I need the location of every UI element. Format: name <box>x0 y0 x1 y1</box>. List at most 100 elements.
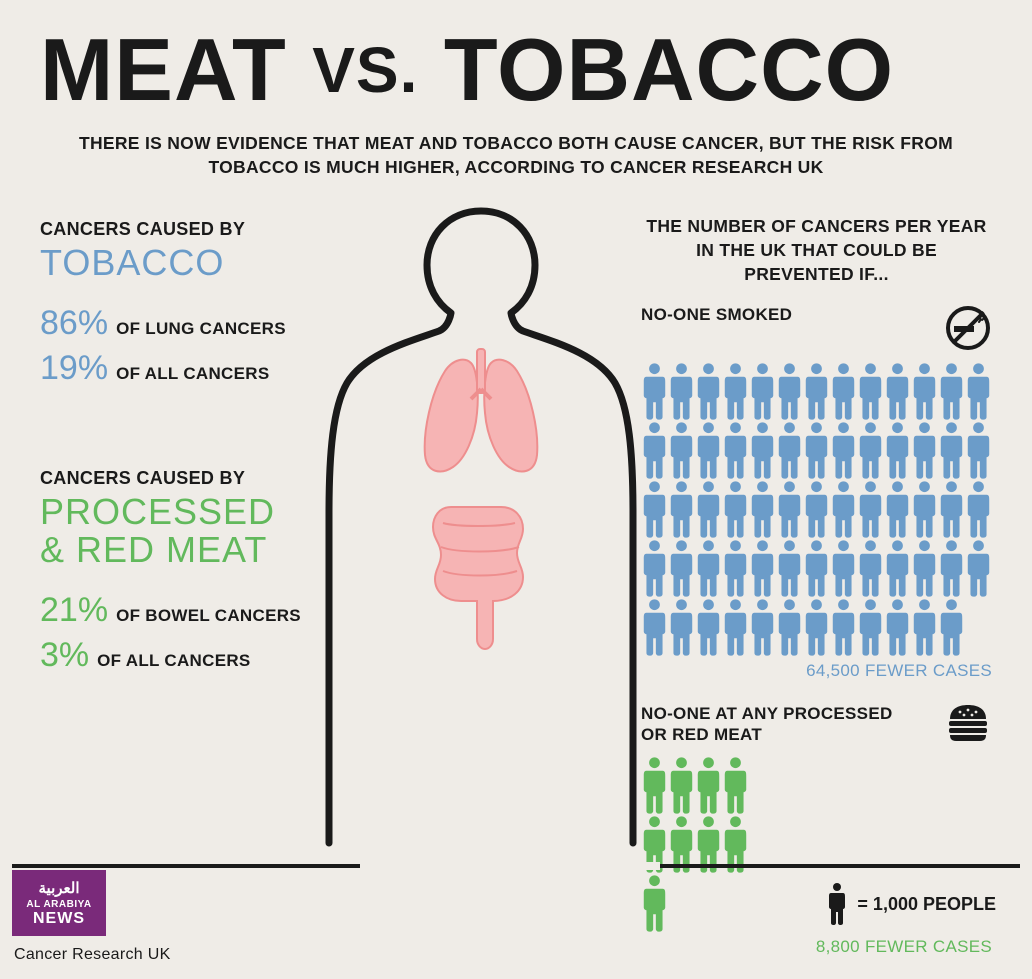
person-icon <box>749 539 776 598</box>
person-icon <box>830 539 857 598</box>
person-icon <box>722 362 749 421</box>
burger-icon <box>944 703 992 743</box>
person-icon <box>749 480 776 539</box>
no-smoking-icon <box>944 304 992 352</box>
al-arabiya-logo: العربية AL ARABIYA NEWS <box>12 870 106 936</box>
fewer-cases-label: 64,500 FEWER CASES <box>641 661 992 681</box>
tobacco-block: CANCERS CAUSED BY TOBACCO 86% OF LUNG CA… <box>40 219 322 388</box>
person-icon <box>938 421 965 480</box>
person-icon <box>668 756 695 815</box>
person-icon <box>911 598 938 657</box>
person-icon <box>911 480 938 539</box>
person-icon <box>857 598 884 657</box>
stat-label: OF ALL CANCERS <box>97 651 250 671</box>
person-icon <box>695 362 722 421</box>
person-icon <box>938 480 965 539</box>
headline-vs: VS. <box>312 34 418 106</box>
stat-label: OF LUNG CANCERS <box>116 319 286 339</box>
person-icon <box>803 480 830 539</box>
people-row <box>641 480 992 539</box>
person-icon <box>722 539 749 598</box>
person-icon <box>776 480 803 539</box>
person-icon <box>884 421 911 480</box>
person-icon <box>722 421 749 480</box>
scenario-title: NO-ONE SMOKED <box>641 304 792 325</box>
person-icon <box>803 421 830 480</box>
person-icon <box>695 421 722 480</box>
person-icon <box>830 480 857 539</box>
person-icon <box>749 421 776 480</box>
person-icon <box>695 539 722 598</box>
stat-label: OF BOWEL CANCERS <box>116 606 301 626</box>
fewer-cases-label: 8,800 FEWER CASES <box>641 937 992 957</box>
person-icon <box>965 421 992 480</box>
person-icon <box>911 362 938 421</box>
left-column: CANCERS CAUSED BY TOBACCO 86% OF LUNG CA… <box>40 209 322 956</box>
tobacco-lead: CANCERS CAUSED BY <box>40 219 322 240</box>
person-icon <box>641 874 668 933</box>
person-icon <box>776 598 803 657</box>
person-icon <box>965 480 992 539</box>
legend: = 1,000 PEOPLE <box>827 882 996 926</box>
person-icon <box>938 598 965 657</box>
people-row <box>641 362 992 421</box>
meat-lead: CANCERS CAUSED BY <box>40 468 322 489</box>
headline: MEAT VS. TOBACCO <box>40 26 992 114</box>
person-icon <box>857 421 884 480</box>
people-pictogram-grid <box>641 362 992 657</box>
person-icon <box>884 362 911 421</box>
infographic-root: MEAT VS. TOBACCO THERE IS NOW EVIDENCE T… <box>0 0 1032 979</box>
person-icon <box>857 480 884 539</box>
person-icon <box>803 539 830 598</box>
person-icon <box>776 362 803 421</box>
person-icon <box>695 480 722 539</box>
person-icon <box>830 421 857 480</box>
person-icon <box>830 362 857 421</box>
main-content: CANCERS CAUSED BY TOBACCO 86% OF LUNG CA… <box>40 209 992 956</box>
person-icon <box>722 598 749 657</box>
meat-stat-2: 3% OF ALL CANCERS <box>40 636 322 675</box>
person-icon <box>776 539 803 598</box>
person-icon <box>722 756 749 815</box>
meat-block: CANCERS CAUSED BY PROCESSED & RED MEAT 2… <box>40 468 322 675</box>
stat-value: 3% <box>40 636 89 675</box>
person-icon <box>668 421 695 480</box>
meat-title-1: PROCESSED <box>40 493 322 531</box>
person-icon <box>965 539 992 598</box>
person-icon <box>695 598 722 657</box>
scenario-title: NO-ONE AT ANY PROCESSED OR RED MEAT <box>641 703 893 746</box>
person-icon <box>938 362 965 421</box>
people-row <box>641 756 992 815</box>
person-icon <box>884 539 911 598</box>
person-icon <box>938 539 965 598</box>
right-column: THE NUMBER OF CANCERS PER YEAR IN THE UK… <box>641 209 992 956</box>
headline-word1: MEAT <box>40 20 287 119</box>
logo-arabic: العربية <box>39 879 80 897</box>
stat-value: 19% <box>40 349 108 388</box>
person-icon <box>695 756 722 815</box>
subheadline: THERE IS NOW EVIDENCE THAT MEAT AND TOBA… <box>40 132 992 179</box>
tobacco-title: TOBACCO <box>40 244 322 282</box>
person-icon <box>749 362 776 421</box>
person-icon <box>722 480 749 539</box>
person-icon <box>884 480 911 539</box>
person-icon <box>965 362 992 421</box>
logo-line2: NEWS <box>33 910 85 928</box>
logo-line1: AL ARABIYA <box>26 899 91 910</box>
person-icon <box>830 598 857 657</box>
person-icon <box>668 480 695 539</box>
body-silhouette-icon <box>311 203 651 863</box>
person-icon <box>803 362 830 421</box>
stat-value: 86% <box>40 304 108 343</box>
person-icon <box>911 539 938 598</box>
person-icon <box>668 362 695 421</box>
source-credit: Cancer Research UK <box>14 946 171 964</box>
headline-word2: TOBACCO <box>444 20 894 119</box>
person-icon <box>884 598 911 657</box>
intestines-icon <box>433 507 523 649</box>
floor-gap <box>360 862 660 870</box>
person-icon <box>911 421 938 480</box>
lungs-icon <box>425 349 538 471</box>
people-row <box>641 539 992 598</box>
right-lead: THE NUMBER OF CANCERS PER YEAR IN THE UK… <box>641 215 992 286</box>
